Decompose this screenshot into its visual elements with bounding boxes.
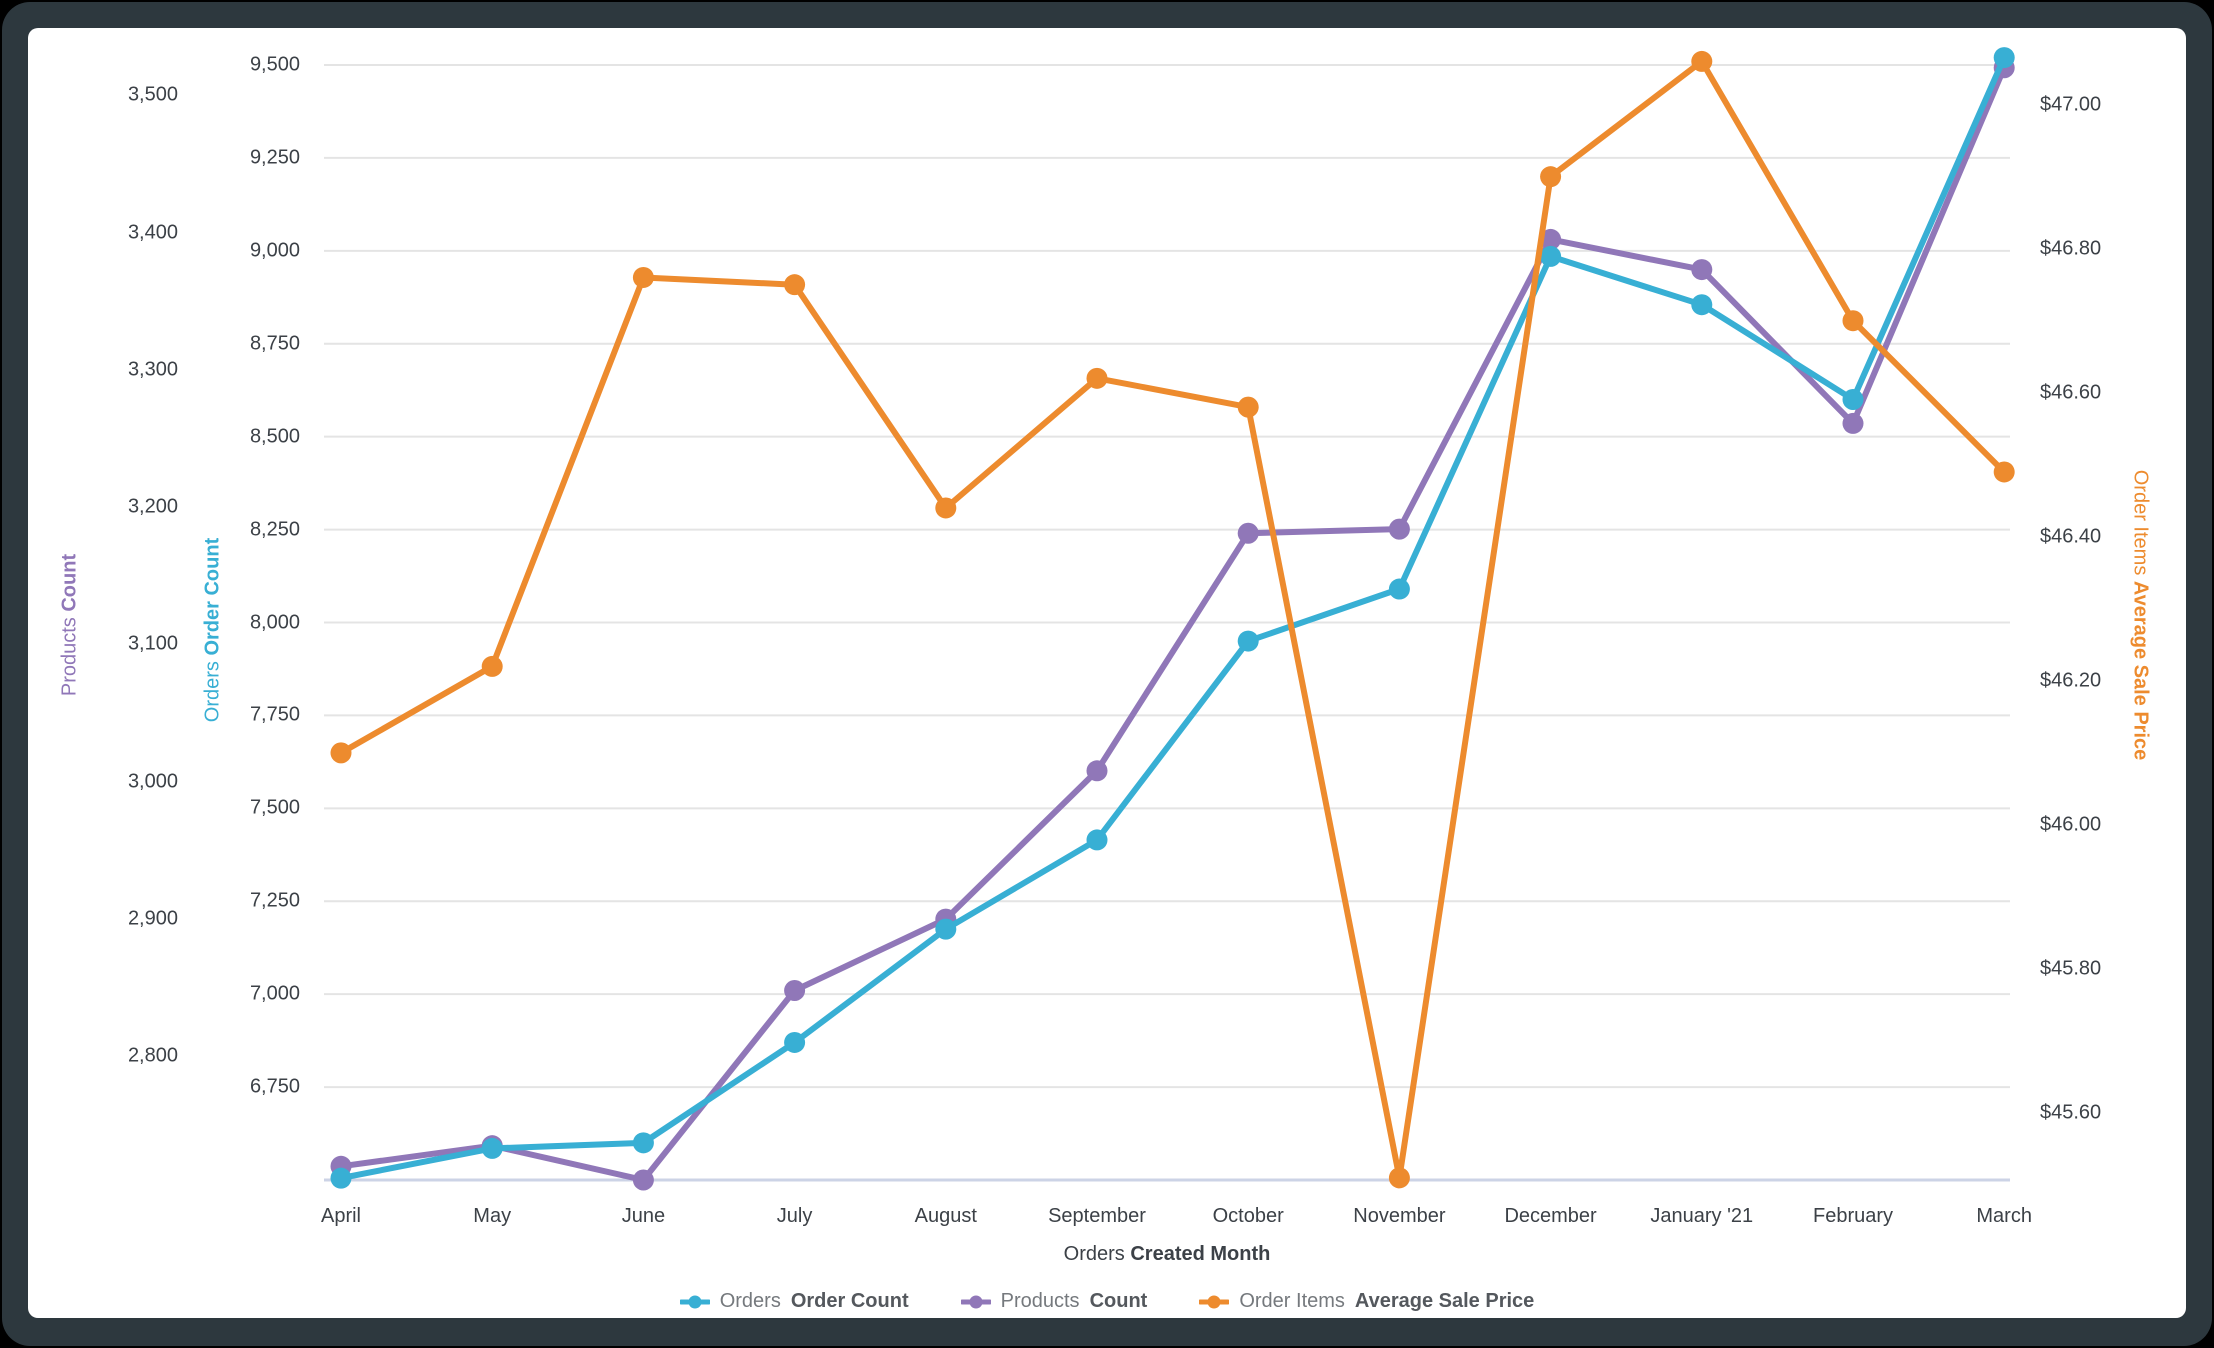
x-axis-tick-label: February	[1812, 1205, 1894, 1227]
legend-field-text: Average Sale Price	[1354, 1290, 1535, 1312]
y-axis-title-products-count: Products Count	[59, 554, 82, 696]
left-outer-axis-tick-label: 3,500	[127, 83, 178, 106]
legend-item-order-count[interactable]: Orders Order Count	[679, 1290, 909, 1313]
x-axis-title-orders-created-month: Orders Created Month	[1064, 1243, 1271, 1266]
x-axis-tick-label: August	[914, 1205, 977, 1227]
left-inner-axis-tick-label: 8,000	[249, 611, 300, 633]
x-axis-tick-label: January '21	[1650, 1205, 1754, 1227]
axis-title-space	[59, 612, 81, 618]
data-point[interactable]	[632, 266, 654, 288]
right-axis-tick-label: $45.60	[2040, 1101, 2102, 1124]
left-inner-axis-tick-label: 8,250	[249, 518, 300, 541]
left-inner-axis-tick-label: 6,750	[249, 1075, 300, 1098]
legend-field-text: Order Count	[790, 1290, 909, 1312]
axis-title-view-text: Products	[58, 617, 81, 697]
right-axis-tick-label: $47.00	[2040, 93, 2102, 116]
legend-view-text: Products	[1000, 1290, 1080, 1312]
right-axis-tick-label: $46.40	[2040, 525, 2102, 548]
data-point[interactable]	[1540, 166, 1562, 188]
x-axis-tick-label: June	[621, 1205, 666, 1227]
axis-title-space	[202, 656, 224, 662]
right-axis-tick-label: $45.80	[2040, 957, 2102, 980]
legend-view-text: Order Items	[1239, 1290, 1345, 1312]
left-inner-axis-tick-label: 7,000	[249, 982, 300, 1005]
left-inner-axis-tick-label: 9,250	[249, 146, 300, 169]
left-outer-axis-tick-label: 2,900	[127, 907, 178, 930]
data-point[interactable]	[481, 655, 503, 677]
x-axis-tick-label: December	[1504, 1205, 1597, 1227]
data-point[interactable]	[1237, 396, 1259, 418]
x-axis-title-field-text: Created Month	[1130, 1243, 1271, 1265]
left-inner-axis-tick-label: 9,500	[249, 53, 300, 76]
data-point[interactable]	[330, 742, 352, 764]
legend-series-marker-icon	[1199, 1295, 1230, 1308]
left-outer-axis-tick-label: 2,800	[127, 1044, 178, 1067]
left-outer-axis-tick-label: 3,200	[127, 495, 178, 518]
right-axis-tick-label: $46.00	[2040, 813, 2102, 836]
axis-title-field-text: Average Sale Price	[2129, 580, 2152, 761]
legend-item-average-sale-price[interactable]: Order Items Average Sale Price	[1199, 1290, 1534, 1313]
data-point[interactable]	[1086, 367, 1108, 389]
left-outer-axis-tick-label: 3,100	[127, 632, 178, 655]
left-inner-axis-tick-label: 8,750	[249, 332, 300, 355]
left-outer-axis-tick-label: 3,300	[127, 358, 178, 381]
axis-title-field-text: Count	[58, 553, 81, 612]
axis-title-view-text: Orders	[201, 661, 224, 723]
legend-field-text: Count	[1089, 1290, 1148, 1312]
left-inner-axis-tick-label: 7,500	[249, 796, 300, 819]
left-inner-axis-tick-label: 7,250	[249, 889, 300, 912]
axis-title-view-text: Order Items	[2129, 469, 2152, 576]
right-axis-tick-label: $46.80	[2040, 237, 2102, 260]
axis-title-field-text: Order Count	[201, 537, 224, 656]
y-axis-title-average-sale-price: Order Items Average Sale Price	[2129, 470, 2152, 761]
x-axis-tick-label: July	[776, 1205, 813, 1227]
data-point[interactable]	[784, 274, 806, 296]
x-axis-tick-label: October	[1212, 1205, 1284, 1227]
data-point[interactable]	[1993, 461, 2015, 483]
legend-item-count[interactable]: Products Count	[960, 1290, 1148, 1313]
right-axis-tick-label: $46.20	[2040, 669, 2102, 692]
x-axis-tick-label: September	[1048, 1205, 1146, 1227]
x-axis-title-view-text: Orders	[1063, 1243, 1125, 1265]
right-axis-tick-label: $46.60	[2040, 381, 2102, 404]
data-point[interactable]	[1691, 50, 1713, 72]
data-point[interactable]	[1388, 1167, 1410, 1189]
legend-view-text: Orders	[719, 1290, 781, 1312]
data-point[interactable]	[1842, 310, 1864, 332]
x-axis-tick-label: April	[320, 1205, 362, 1227]
left-inner-axis-tick-label: 8,500	[249, 425, 300, 448]
data-point[interactable]	[935, 497, 957, 519]
left-inner-axis-tick-label: 7,750	[249, 703, 300, 726]
legend-series-marker-icon	[679, 1295, 710, 1308]
y-axis-title-orders-order-count: Orders Order Count	[202, 538, 225, 722]
left-outer-axis-tick-label: 3,400	[127, 221, 178, 244]
x-axis-tick-label: March	[1976, 1205, 2032, 1227]
legend-series-marker-icon	[960, 1295, 991, 1308]
left-outer-axis-tick-label: 3,000	[127, 770, 178, 793]
x-axis-tick-label: May	[473, 1205, 512, 1227]
chart-legend: Orders Order Count Products Count Order Item…	[0, 1290, 2214, 1313]
x-axis-tick-label: November	[1353, 1205, 1446, 1227]
left-inner-axis-tick-label: 9,000	[249, 239, 300, 262]
